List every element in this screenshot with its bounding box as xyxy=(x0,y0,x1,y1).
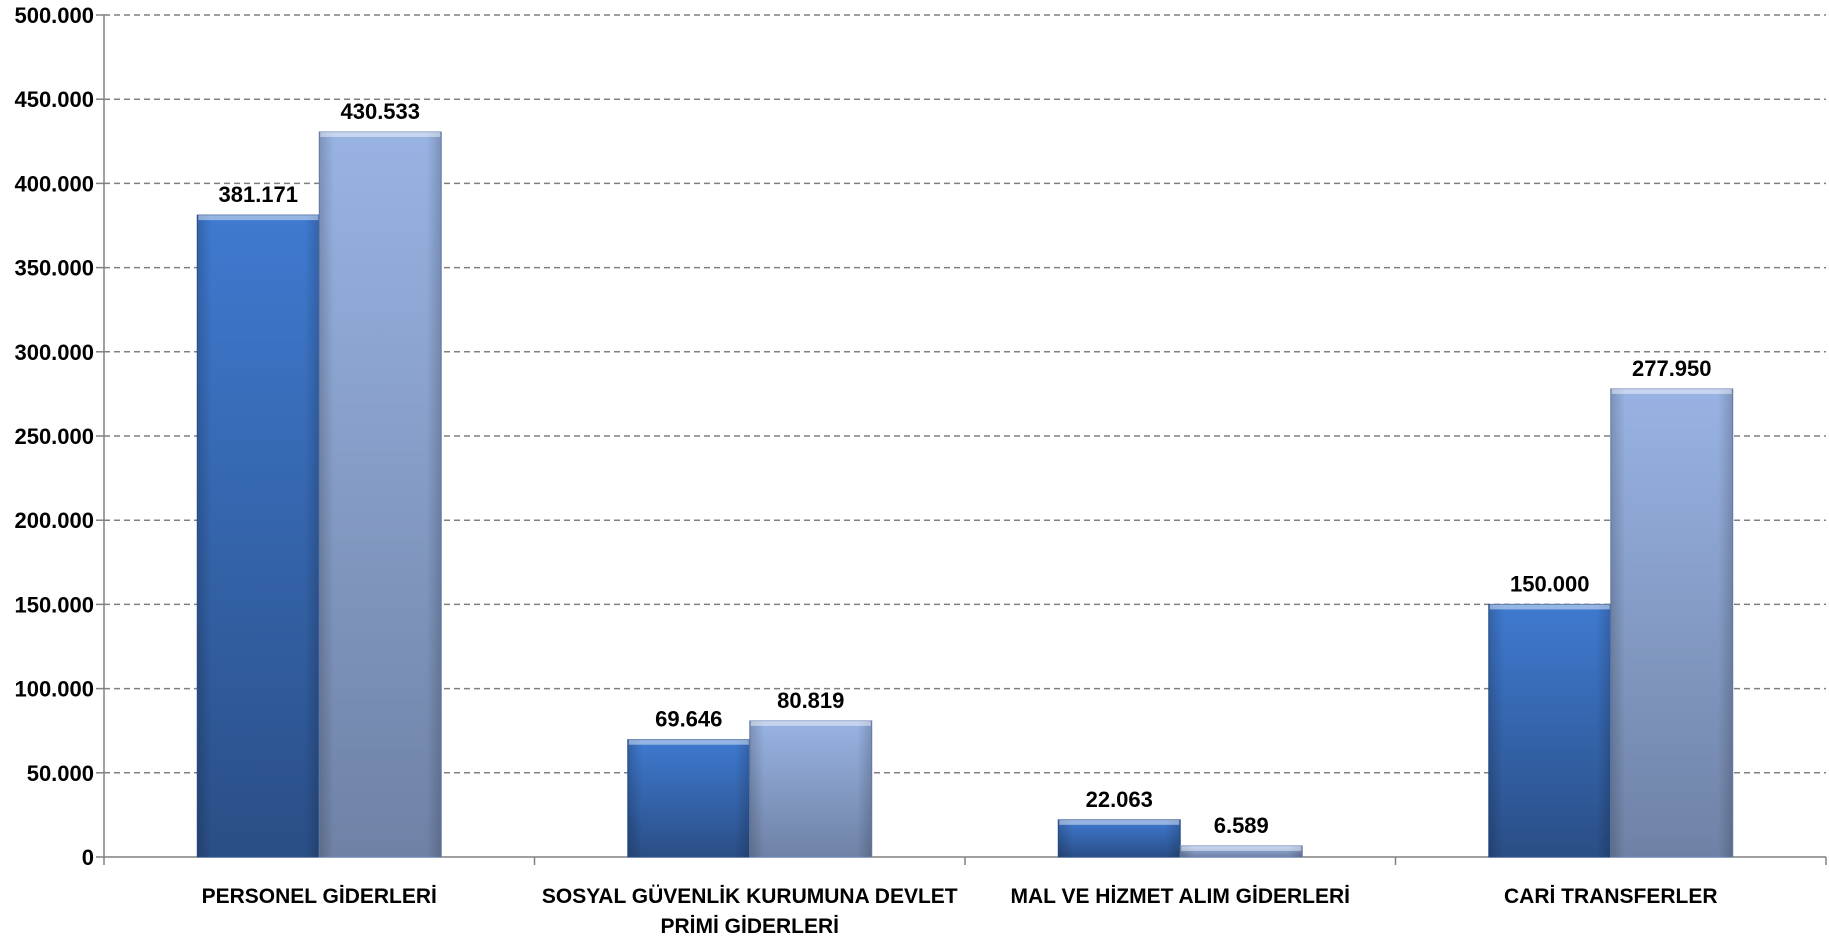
data-label: 80.819 xyxy=(777,688,844,713)
bar-shading xyxy=(1488,604,1611,857)
y-tick-label: 450.000 xyxy=(14,87,94,112)
bar-shading xyxy=(1180,845,1303,857)
bar-top-highlight xyxy=(198,215,319,221)
y-tick-label: 250.000 xyxy=(14,424,94,449)
data-label: 381.171 xyxy=(218,182,298,207)
bars xyxy=(196,131,1734,858)
y-tick-label: 400.000 xyxy=(14,171,94,196)
bar-shading xyxy=(627,739,750,857)
data-label: 430.533 xyxy=(340,99,420,124)
y-tick-label: 350.000 xyxy=(14,256,94,281)
data-label: 150.000 xyxy=(1510,571,1590,596)
bar-top-highlight xyxy=(1611,388,1732,394)
data-label: 22.063 xyxy=(1086,787,1153,812)
labels: 0 50.000 100.000 150.000 200.000 250.000 300.0… xyxy=(14,3,1717,938)
category-label: SOSYAL GÜVENLİK KURUMUNA DEVLET xyxy=(542,885,958,908)
bar-top-highlight xyxy=(1059,819,1180,825)
bar-shading xyxy=(319,131,442,857)
bar-top-highlight xyxy=(1489,604,1610,610)
y-tick-label: 300.000 xyxy=(14,340,94,365)
category-label: MAL VE HİZMET ALIM GİDERLERİ xyxy=(1011,885,1351,908)
bar-top-highlight xyxy=(1181,845,1302,851)
bar-shading xyxy=(1610,388,1733,857)
category-label: PERSONEL GİDERLERİ xyxy=(202,885,437,908)
bar-shading xyxy=(1058,819,1181,857)
data-label: 277.950 xyxy=(1632,356,1712,381)
category-label: PRİMİ GİDERLERİ xyxy=(660,915,839,938)
y-tick-label: 150.000 xyxy=(14,592,94,617)
y-tick-label: 500.000 xyxy=(14,3,94,28)
bar-shading xyxy=(749,720,872,857)
bar-shading xyxy=(197,215,320,857)
y-tick-label: 50.000 xyxy=(27,761,94,786)
data-label: 69.646 xyxy=(655,707,722,732)
data-label: 6.589 xyxy=(1214,813,1269,838)
y-tick-label: 100.000 xyxy=(14,677,94,702)
bar-top-highlight xyxy=(750,720,871,726)
category-label: CARİ TRANSFERLER xyxy=(1504,885,1718,908)
bar-top-highlight xyxy=(628,739,749,745)
bar-top-highlight xyxy=(320,131,441,137)
y-tick-label: 0 xyxy=(82,845,94,870)
y-tick-label: 200.000 xyxy=(14,508,94,533)
